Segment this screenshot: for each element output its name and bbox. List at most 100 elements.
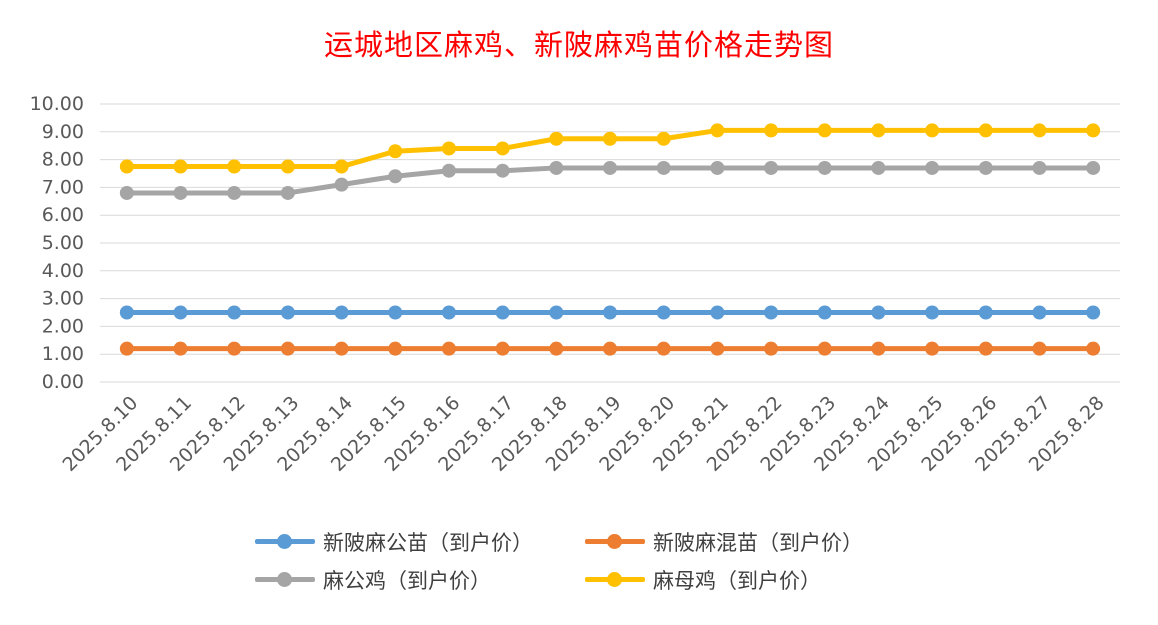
data-point <box>227 185 242 200</box>
y-tick-label: 4.00 <box>42 260 84 282</box>
data-point <box>388 169 403 184</box>
data-point <box>817 160 832 175</box>
data-point <box>1032 305 1047 320</box>
data-point <box>549 305 564 320</box>
y-tick-label: 8.00 <box>42 149 84 171</box>
data-point <box>119 305 134 320</box>
data-point <box>871 160 886 175</box>
data-point <box>495 163 510 178</box>
legend-label: 麻母鸡（到户价） <box>653 569 821 593</box>
data-point <box>173 305 188 320</box>
data-point <box>603 305 617 320</box>
data-point <box>710 305 725 320</box>
data-point <box>710 160 725 175</box>
data-point <box>495 305 510 320</box>
data-point <box>119 341 134 356</box>
data-point <box>817 123 832 138</box>
data-point <box>549 341 564 356</box>
data-point <box>495 141 510 156</box>
data-point <box>764 123 779 138</box>
legend-swatch <box>585 560 645 600</box>
legend-label: 新陂麻公苗（到户价） <box>323 531 533 555</box>
data-point <box>280 341 295 356</box>
data-point <box>549 131 564 146</box>
legend-swatch <box>255 560 315 600</box>
data-point <box>978 341 993 356</box>
data-point <box>978 305 993 320</box>
y-tick-label: 1.00 <box>42 343 84 365</box>
data-point <box>441 341 456 356</box>
data-point <box>173 341 188 356</box>
data-point <box>656 160 671 175</box>
data-point <box>388 305 403 320</box>
data-point <box>925 305 940 320</box>
y-tick-label: 3.00 <box>42 288 84 310</box>
legend-swatch <box>585 522 645 562</box>
data-point <box>119 159 134 174</box>
data-point <box>978 123 993 138</box>
data-point <box>388 144 403 159</box>
data-point <box>925 123 940 138</box>
data-point <box>549 160 564 175</box>
data-point <box>334 341 349 356</box>
data-point <box>441 163 456 178</box>
data-point <box>603 160 617 175</box>
data-point <box>280 185 295 200</box>
legend-item-series-3: 麻母鸡（到户价） <box>585 560 821 600</box>
data-point <box>173 159 188 174</box>
data-point <box>764 341 779 356</box>
data-point <box>925 160 940 175</box>
y-tick-label: 10.00 <box>30 93 84 115</box>
data-point <box>334 177 349 192</box>
data-point <box>441 305 456 320</box>
data-point <box>764 160 779 175</box>
y-tick-label: 2.00 <box>42 315 84 337</box>
data-point <box>119 185 134 200</box>
data-point <box>871 123 886 138</box>
data-point <box>603 341 617 356</box>
data-point <box>978 160 993 175</box>
data-point <box>656 131 671 146</box>
y-tick-label: 5.00 <box>42 232 84 254</box>
data-point <box>1032 160 1047 175</box>
data-point <box>280 159 295 174</box>
legend-item-series-2: 麻公鸡（到户价） <box>255 560 491 600</box>
data-point <box>925 341 940 356</box>
data-point <box>495 341 510 356</box>
data-point <box>764 305 779 320</box>
data-point <box>603 131 617 146</box>
data-point <box>817 341 832 356</box>
data-point <box>173 185 188 200</box>
data-point <box>817 305 832 320</box>
data-point <box>441 141 456 156</box>
legend-item-series-0: 新陂麻公苗（到户价） <box>255 522 533 562</box>
data-point <box>656 341 671 356</box>
data-point <box>227 305 242 320</box>
data-point <box>1032 341 1047 356</box>
data-point <box>227 159 242 174</box>
data-point <box>710 123 725 138</box>
data-point <box>1086 305 1101 320</box>
y-tick-label: 0.00 <box>42 371 84 393</box>
legend-label: 新陂麻混苗（到户价） <box>653 531 863 555</box>
data-point <box>871 305 886 320</box>
legend-item-series-1: 新陂麻混苗（到户价） <box>585 522 863 562</box>
legend-label: 麻公鸡（到户价） <box>323 569 491 593</box>
data-point <box>388 341 403 356</box>
data-point <box>1086 341 1101 356</box>
data-point <box>334 159 349 174</box>
legend-swatch <box>255 522 315 562</box>
data-point <box>1086 160 1101 175</box>
data-point <box>710 341 725 356</box>
data-point <box>334 305 349 320</box>
data-point <box>1032 123 1047 138</box>
chart-title: 运城地区麻鸡、新陂麻鸡苗价格走势图 <box>323 28 834 62</box>
y-tick-label: 6.00 <box>42 204 84 226</box>
data-point <box>1086 123 1101 138</box>
data-point <box>871 341 886 356</box>
y-tick-label: 9.00 <box>42 121 84 143</box>
data-point <box>227 341 242 356</box>
data-point <box>656 305 671 320</box>
